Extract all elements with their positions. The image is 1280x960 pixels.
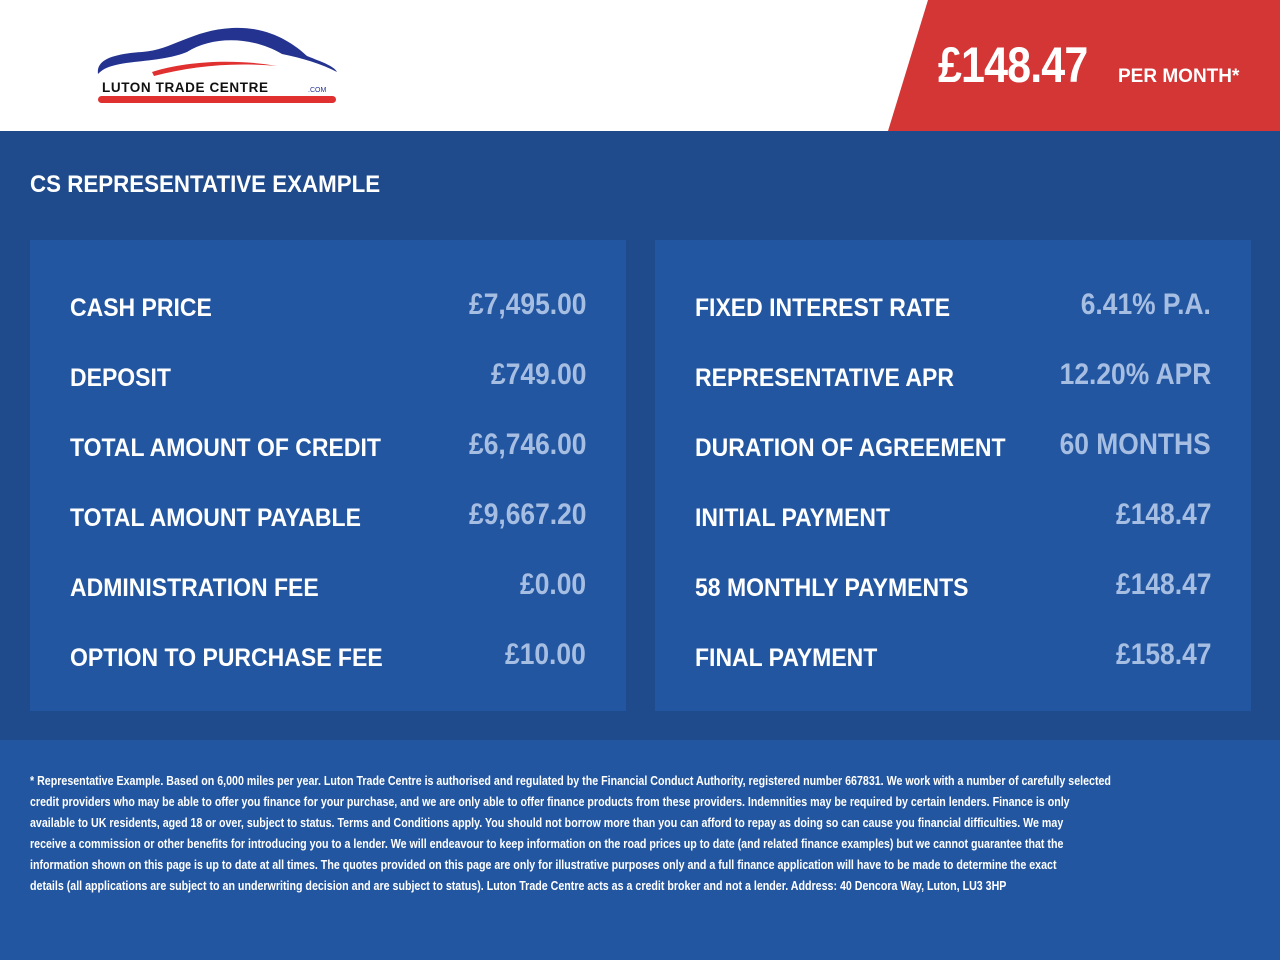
row-interest-rate: FIXED INTEREST RATE 6.41% P.A. bbox=[695, 288, 1211, 328]
disclaimer-line: receive a commission or other benefits f… bbox=[30, 836, 1064, 851]
row-apr: REPRESENTATIVE APR 12.20% APR bbox=[695, 358, 1211, 398]
disclaimer-line: information shown on this page is up to … bbox=[30, 857, 1057, 872]
disclaimer-line: available to UK residents, aged 18 or ov… bbox=[30, 815, 1064, 830]
row-label: 58 MONTHLY PAYMENTS bbox=[695, 574, 969, 602]
monthly-price-banner: £148.47 PER MONTH* bbox=[888, 0, 1280, 131]
row-label: TOTAL AMOUNT PAYABLE bbox=[70, 504, 361, 532]
row-duration: DURATION OF AGREEMENT 60 MONTHS bbox=[695, 428, 1211, 468]
row-label: DURATION OF AGREEMENT bbox=[695, 434, 1006, 462]
row-value: £6,746.00 bbox=[468, 428, 586, 461]
row-total-payable: TOTAL AMOUNT PAYABLE £9,667.20 bbox=[70, 498, 586, 538]
disclaimer-footer: * Representative Example. Based on 6,000… bbox=[0, 740, 1280, 960]
row-value: £10.00 bbox=[505, 638, 586, 671]
row-label: FIXED INTEREST RATE bbox=[695, 294, 951, 322]
row-option-fee: OPTION TO PURCHASE FEE £10.00 bbox=[70, 638, 586, 678]
per-month-label: PER MONTH* bbox=[1118, 66, 1240, 87]
row-value: £7,495.00 bbox=[468, 288, 586, 321]
row-label: ADMINISTRATION FEE bbox=[70, 574, 319, 602]
disclaimer-text: * Representative Example. Based on 6,000… bbox=[30, 770, 1280, 896]
luton-trade-centre-logo: LUTON TRADE CENTRE .COM bbox=[97, 27, 337, 103]
row-cash-price: CASH PRICE £7,495.00 bbox=[70, 288, 586, 328]
finance-panel-right: FIXED INTEREST RATE 6.41% P.A. REPRESENTA… bbox=[655, 240, 1251, 711]
row-value: £148.47 bbox=[1115, 568, 1211, 601]
row-total-credit: TOTAL AMOUNT OF CREDIT £6,746.00 bbox=[70, 428, 586, 468]
row-label: OPTION TO PURCHASE FEE bbox=[70, 644, 383, 672]
row-value: £9,667.20 bbox=[468, 498, 586, 531]
disclaimer-line: details (all applications are subject to… bbox=[30, 878, 1007, 893]
row-value: £749.00 bbox=[490, 358, 586, 391]
row-label: INITIAL PAYMENT bbox=[695, 504, 891, 532]
row-admin-fee: ADMINISTRATION FEE £0.00 bbox=[70, 568, 586, 608]
row-label: CASH PRICE bbox=[70, 294, 212, 322]
row-monthly-payments: 58 MONTHLY PAYMENTS £148.47 bbox=[695, 568, 1211, 608]
row-value: £148.47 bbox=[1115, 498, 1211, 531]
monthly-price: £148.47 bbox=[938, 37, 1088, 93]
row-value: £158.47 bbox=[1115, 638, 1211, 671]
finance-panel-left: CASH PRICE £7,495.00 DEPOSIT £749.00 TOTAL… bbox=[30, 240, 626, 711]
row-label: DEPOSIT bbox=[70, 364, 171, 392]
disclaimer-line: * Representative Example. Based on 6,000… bbox=[30, 773, 1111, 788]
disclaimer-line: credit providers who may be able to offe… bbox=[30, 794, 1070, 809]
svg-text:.COM: .COM bbox=[308, 87, 326, 94]
row-value: 60 MONTHS bbox=[1059, 428, 1211, 461]
row-value: 12.20% APR bbox=[1059, 358, 1211, 391]
header: LUTON TRADE CENTRE .COM £148.47 PER MONT… bbox=[0, 0, 1280, 131]
row-value: £0.00 bbox=[519, 568, 586, 601]
row-value: 6.41% P.A. bbox=[1080, 288, 1211, 321]
row-final-payment: FINAL PAYMENT £158.47 bbox=[695, 638, 1211, 678]
row-label: FINAL PAYMENT bbox=[695, 644, 878, 672]
svg-text:LUTON TRADE CENTRE: LUTON TRADE CENTRE bbox=[102, 80, 269, 95]
page-title: CS REPRESENTATIVE EXAMPLE bbox=[30, 171, 381, 198]
row-label: TOTAL AMOUNT OF CREDIT bbox=[70, 434, 381, 462]
row-label: REPRESENTATIVE APR bbox=[695, 364, 955, 392]
row-deposit: DEPOSIT £749.00 bbox=[70, 358, 586, 398]
row-initial-payment: INITIAL PAYMENT £148.47 bbox=[695, 498, 1211, 538]
